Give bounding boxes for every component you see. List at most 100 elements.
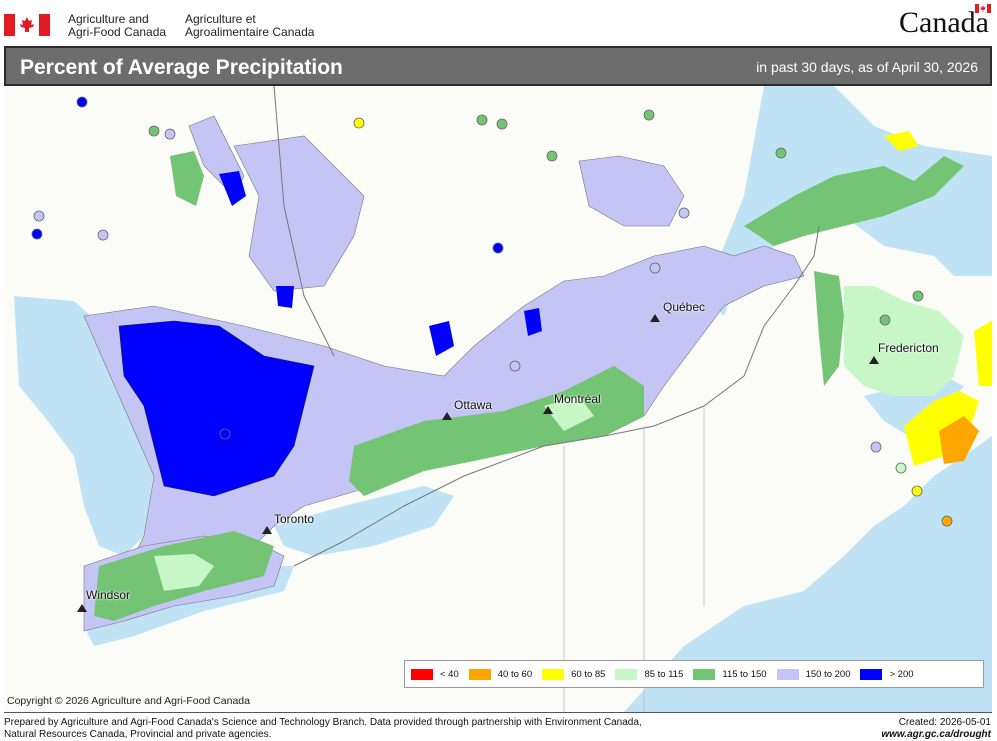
station-85-115: [895, 462, 907, 474]
legend-label: 115 to 150: [722, 668, 767, 680]
footer-divider: [4, 712, 992, 713]
legend-item: > 200: [860, 668, 914, 680]
legend-item: 40 to 60: [468, 668, 533, 680]
region-40-60-nova-scotia: [939, 416, 979, 464]
legend-swatch-icon: [542, 668, 565, 680]
footer: Prepared by Agriculture and Agri-Food Ca…: [0, 712, 997, 740]
region-85-115-nb: [844, 286, 964, 396]
legend-item: 85 to 115: [615, 668, 684, 680]
region-greater-200-north-d: [276, 286, 294, 308]
region-115-150-gaspe: [744, 156, 964, 246]
legend-item: < 40: [411, 668, 459, 680]
station-115-150: [476, 114, 488, 126]
department-name-fr: Agriculture et Agroalimentaire Canada: [185, 13, 314, 39]
footer-credits: Prepared by Agriculture and Agri-Food Ca…: [4, 717, 642, 741]
station-115-150: [912, 290, 924, 302]
city-marker: [543, 406, 553, 414]
legend-swatch-icon: [776, 668, 799, 680]
station-greater-200: [219, 428, 231, 440]
station-40-60: [941, 515, 953, 527]
city-marker: [650, 314, 660, 322]
station-115-150: [879, 314, 891, 326]
city-marker: [869, 356, 879, 364]
map-title: Percent of Average Precipitation: [20, 56, 343, 79]
station-150-200: [164, 128, 176, 140]
region-85-115-montreal: [544, 396, 594, 431]
legend-swatch-icon: [615, 668, 638, 680]
copyright-text: Copyright © 2026 Agriculture and Agri-Fo…: [7, 695, 250, 707]
canada-wordmark: Canada: [899, 4, 991, 40]
department-fr-line1: Agriculture et: [185, 12, 256, 26]
legend-label: < 40: [440, 668, 459, 680]
station-60-85: [353, 117, 365, 129]
map-canvas: [4, 86, 992, 712]
city-label-quebec: Québec: [663, 300, 706, 314]
station-greater-200: [76, 96, 88, 108]
legend-swatch-icon: [860, 668, 883, 680]
region-85-115-sw-ontario: [154, 554, 214, 591]
station-115-150: [643, 109, 655, 121]
region-greater-200-north-a: [219, 171, 246, 206]
region-60-85-east-edge: [974, 321, 992, 386]
credits-line2: Natural Resources Canada, Provincial and…: [4, 729, 272, 740]
city-label-toronto: Toronto: [274, 512, 315, 526]
precipitation-map[interactable]: Québec Ottawa Montréal Fredericton Toron…: [4, 86, 992, 712]
department-en-line2: Agri-Food Canada: [68, 25, 167, 39]
region-150-200-quebec-north: [578, 155, 685, 227]
station-115-150: [775, 147, 787, 159]
region-greater-200-huron: [118, 320, 315, 497]
wordmark-flag-icon: [975, 4, 991, 13]
station-60-85: [911, 485, 923, 497]
department-fr-line2: Agroalimentaire Canada: [185, 25, 315, 39]
legend-item: 60 to 85: [542, 668, 606, 680]
legend-swatch-icon: [693, 668, 716, 680]
station-150-200: [649, 262, 661, 274]
atlantic-ocean: [624, 436, 992, 712]
department-name-en: Agriculture and Agri-Food Canada: [68, 13, 166, 39]
station-150-200: [97, 229, 109, 241]
credits-line1: Prepared by Agriculture and Agri-Food Ca…: [4, 717, 642, 728]
map-subtitle: in past 30 days, as of April 30, 2026: [756, 59, 978, 75]
city-label-montreal: Montréal: [554, 392, 601, 406]
website-link[interactable]: www.agr.gc.ca/drought: [881, 729, 991, 740]
station-150-200: [33, 210, 45, 222]
station-150-200: [870, 441, 882, 453]
legend: < 40 40 to 60 60 to 85 85 to 115 115 to …: [404, 660, 984, 688]
station-115-150: [148, 125, 160, 137]
legend-label: 85 to 115: [644, 668, 684, 680]
legend-item: 150 to 200: [776, 668, 851, 680]
station-150-200: [678, 207, 690, 219]
legend-swatch-icon: [411, 668, 433, 680]
region-115-150-nb-west: [814, 271, 844, 386]
legend-label: 40 to 60: [497, 668, 533, 680]
station-115-150: [546, 150, 558, 162]
header: Agriculture and Agri-Food Canada Agricul…: [0, 0, 997, 46]
region-greater-200-north-b: [429, 321, 454, 356]
station-greater-200: [492, 242, 504, 254]
region-60-85-nova-scotia: [904, 391, 979, 466]
city-label-fredericton: Fredericton: [878, 341, 939, 355]
station-greater-200: [31, 228, 43, 240]
us-canada-border: [293, 225, 820, 567]
created-date: Created: 2026-05-01: [898, 717, 991, 728]
region-115-150-nw: [170, 151, 204, 206]
city-label-ottawa: Ottawa: [454, 398, 493, 412]
department-en-line1: Agriculture and: [68, 12, 149, 26]
legend-label: 60 to 85: [571, 668, 606, 680]
legend-label: 150 to 200: [805, 668, 851, 680]
city-marker: [442, 412, 452, 420]
region-150-200-northwest: [233, 135, 365, 292]
city-label-windsor: Windsor: [86, 588, 131, 602]
station-115-150: [496, 118, 508, 130]
legend-item: 115 to 150: [693, 668, 767, 680]
region-greater-200-north-c: [524, 308, 542, 336]
region-60-85-gaspe-tip: [884, 131, 919, 151]
station-150-200: [509, 360, 521, 372]
canada-flag-icon: [4, 14, 50, 36]
city-marker: [77, 604, 87, 612]
city-marker: [262, 526, 272, 534]
legend-label: > 200: [889, 668, 914, 680]
province-border-on-qc: [273, 86, 335, 357]
title-bar: Percent of Average Precipitation in past…: [4, 46, 992, 86]
wordmark-text: Canada: [899, 6, 989, 39]
